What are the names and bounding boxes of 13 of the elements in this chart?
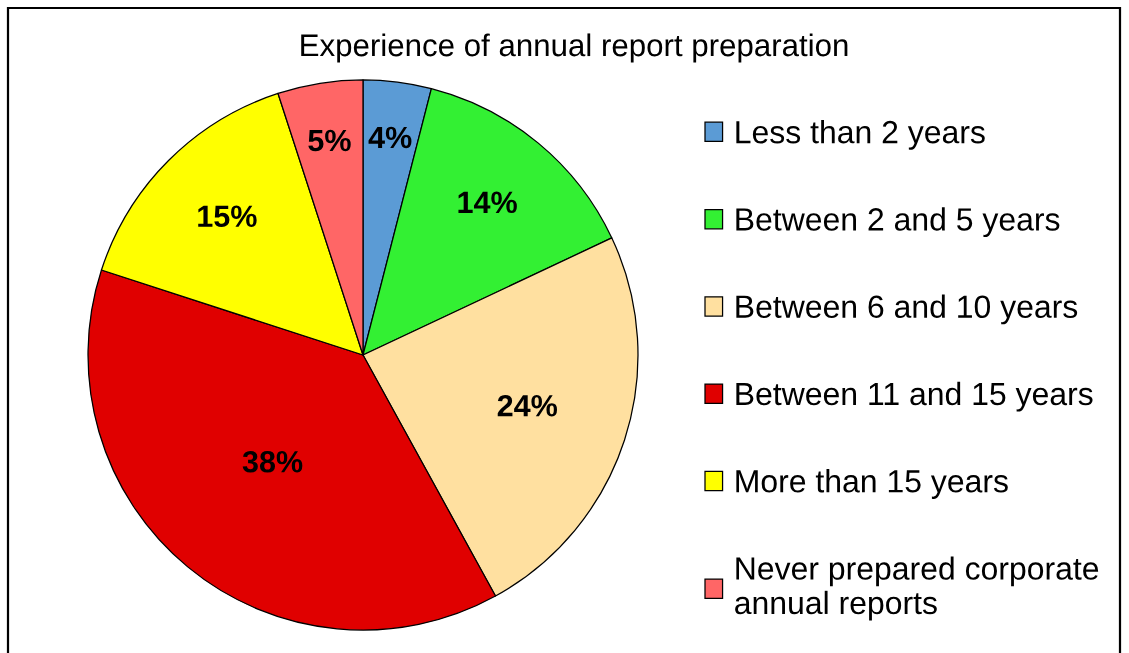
chart-title: Experience of annual report preparation xyxy=(301,33,848,63)
legend-label: Between 2 and 5 years xyxy=(736,207,1060,238)
data-label: 24% xyxy=(497,394,558,417)
legend-label: Between 6 and 10 years xyxy=(736,294,1078,325)
data-label: 15% xyxy=(198,205,257,228)
legend-label: Less than 2 years xyxy=(736,120,985,150)
data-label: 14% xyxy=(458,191,517,214)
data-label: 38% xyxy=(242,450,303,473)
legend-label: Between 11 and 15 years xyxy=(736,381,1093,412)
legend-label: Never prepared corporate annual reports xyxy=(735,556,1099,621)
legend-label: More than 15 years xyxy=(736,469,1008,499)
data-label: 4% xyxy=(368,126,412,149)
data-label: 5% xyxy=(308,129,351,152)
